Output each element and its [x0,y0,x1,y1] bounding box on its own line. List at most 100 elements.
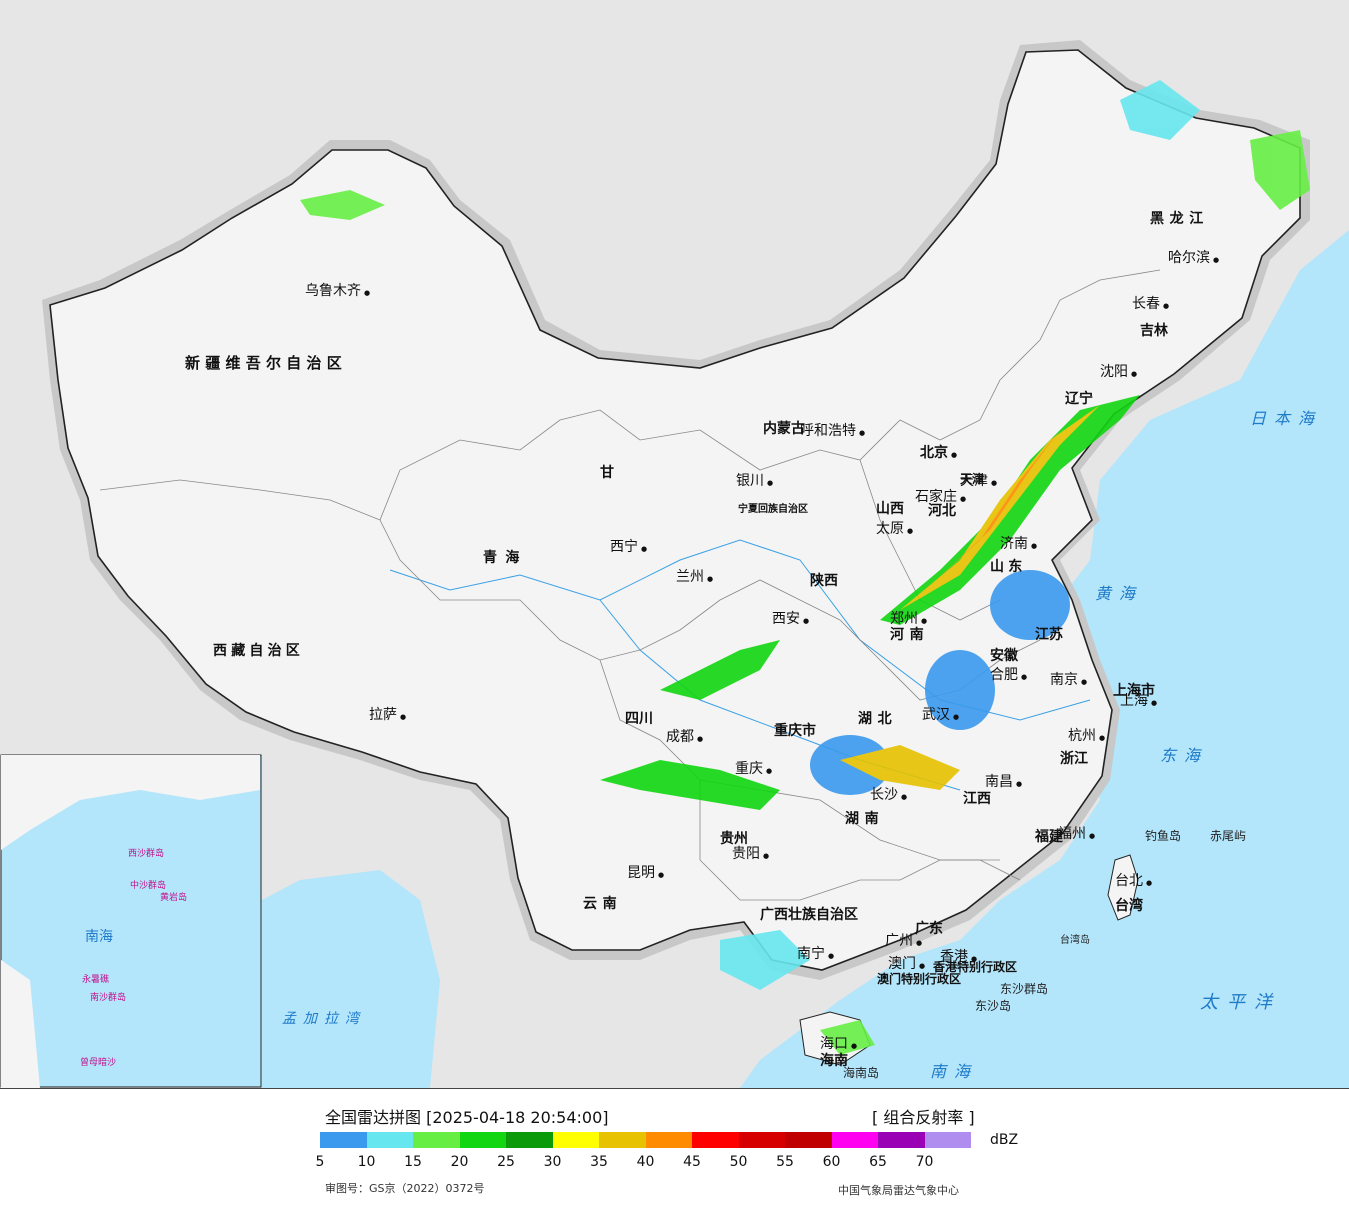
color-scale-tick: 15 [404,1154,422,1170]
inset-label: 南海 [85,929,113,945]
color-scale-tick: 65 [869,1154,887,1170]
sea-label: 黄海 [1095,584,1144,603]
city-marker-icon: ● [1163,302,1170,310]
province-label: 吉林 [1140,323,1168,339]
city-label: 银川 ● [736,473,774,489]
color-scale-cell [320,1132,367,1148]
city-label: 福州 ● [1058,826,1096,842]
city-marker-icon: ● [971,955,978,963]
city-marker-icon: ● [851,1042,858,1050]
inset-label: 南沙群岛 [90,993,127,1003]
inset-label: 曾母暗沙 [80,1058,117,1068]
inset-label: 中沙群岛 [130,881,167,891]
color-scale-cell [878,1132,925,1148]
city-label: 济南 ● [1000,536,1038,552]
city-label: 武汉 ● [922,707,960,723]
province-label: 甘 [600,465,614,481]
color-scale-cell [413,1132,460,1148]
legend-panel [0,1088,1349,1209]
city-marker-icon: ● [641,545,648,553]
city-label: 贵阳 ● [732,846,770,862]
color-scale-cell [785,1132,832,1148]
city-label: 上海 ● [1120,693,1158,709]
color-scale-tick: 55 [776,1154,794,1170]
inset-label: 西沙群岛 [128,849,165,859]
city-label: 合肥 ● [990,667,1028,683]
city-label: 拉萨 ● [369,707,407,723]
inset-label: 永暑礁 [82,975,110,985]
color-scale-cell [366,1132,413,1148]
province-label: 安徽 [990,648,1018,664]
province-label: 天津 [960,472,985,486]
city-label: 北京 ● [920,445,958,461]
city-marker-icon: ● [400,713,407,721]
province-label: 浙江 [1060,751,1088,767]
map-title: 全国雷达拼图 [2025-04-18 20:54:00] [325,1108,609,1127]
city-marker-icon: ● [1151,699,1158,707]
province-label: 河北 [928,503,956,519]
city-marker-icon: ● [919,962,926,970]
province-label: 湖南 [845,811,885,827]
city-marker-icon: ● [951,451,958,459]
inset-label: 黄岩岛 [160,893,188,903]
province-label: 黑龙江 [1150,211,1209,227]
island-label: 海南岛 [843,1066,880,1080]
island-label: 钓鱼岛 [1145,829,1182,843]
city-label: 广州 ● [885,933,923,949]
city-label: 哈尔滨 ● [1168,250,1220,266]
province-label: 江苏 [1035,627,1063,643]
city-marker-icon: ● [766,767,773,775]
color-scale-cell [459,1132,506,1148]
color-scale-tick: 20 [450,1154,469,1170]
province-label: 重庆市 [774,723,816,739]
sea-label: 日本海 [1250,409,1323,428]
city-label: 郑州 ● [890,611,928,627]
radar-map [0,0,1349,1088]
city-label: 太原 ● [876,521,914,537]
province-label: 山东 [990,559,1027,575]
city-label: 呼和浩特 ● [800,423,866,439]
city-marker-icon: ● [658,871,665,879]
sea-label: 南海 [930,1062,979,1081]
city-label: 沈阳 ● [1100,364,1138,380]
sea-label: 东海 [1160,746,1209,765]
color-scale-tick: 5 [315,1154,325,1170]
city-marker-icon: ● [697,735,704,743]
color-scale-tick: 35 [590,1154,608,1170]
province-label: 四川 [625,711,653,727]
city-marker-icon: ● [953,713,960,721]
color-scale-cell [599,1132,646,1148]
province-label: 山西 [876,501,904,517]
city-marker-icon: ● [767,479,774,487]
city-marker-icon: ● [921,617,928,625]
city-marker-icon: ● [907,527,914,535]
province-label: 湖北 [858,711,898,727]
province-label: 广东 [915,921,943,937]
city-label: 香港 ● [940,949,978,965]
city-label: 乌鲁木齐 ● [305,283,371,299]
island-label: 台湾岛 [1060,935,1090,946]
color-scale-cell [831,1132,878,1148]
province-label: 台湾 [1115,898,1143,914]
city-marker-icon: ● [859,429,866,437]
province-label: 上海市 [1113,683,1155,699]
color-scale-tick: 45 [683,1154,701,1170]
province-label: 辽宁 [1065,391,1093,407]
color-scale-cell [692,1132,739,1148]
city-label: 天津 ● [960,473,998,489]
island-label: 东沙岛 [975,999,1012,1013]
sea-label: 孟加拉湾 [282,1011,366,1027]
city-marker-icon: ● [763,852,770,860]
city-marker-icon: ● [901,793,908,801]
province-label: 西藏自治区 [213,643,304,659]
city-label: 昆明 ● [627,865,665,881]
color-scale-tick: 70 [915,1154,934,1170]
province-label: 贵州 [720,831,748,847]
source-label: 中国气象局雷达气象中心 [838,1184,959,1197]
city-marker-icon: ● [1146,879,1153,887]
city-marker-icon: ● [916,939,923,947]
island-label: 赤尾屿 [1210,829,1247,843]
color-scale-ticks: 5 10 15 20 25 30 35 40 45 50 55 60 65 70 [316,1154,980,1172]
city-marker-icon: ● [803,617,810,625]
province-label: 内蒙古 [763,421,805,437]
